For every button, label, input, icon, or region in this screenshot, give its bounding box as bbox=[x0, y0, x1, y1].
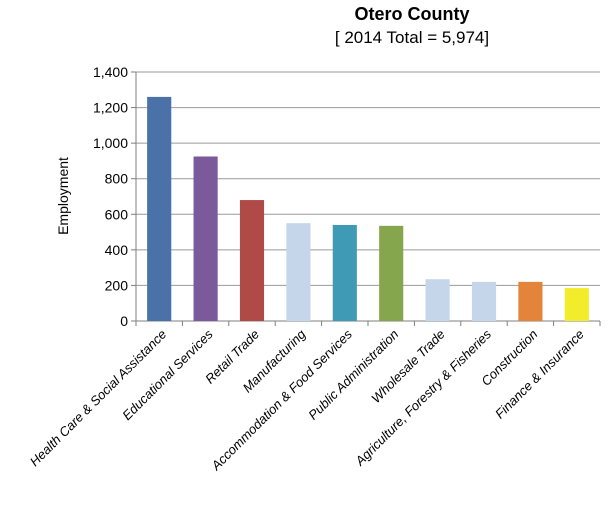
bar bbox=[286, 223, 311, 321]
x-tick-label: Public Administration bbox=[305, 327, 401, 423]
bar bbox=[471, 281, 497, 321]
y-tick-label: 400 bbox=[105, 242, 129, 258]
y-tick-label: 800 bbox=[105, 171, 129, 187]
bar bbox=[564, 288, 589, 321]
y-tick-labels: 0 200 400 600 800 1,000 1,200 1,400 bbox=[93, 64, 128, 329]
chart-title: Otero County bbox=[354, 4, 470, 24]
x-tick-labels: Health Care & Social AssistanceEducation… bbox=[27, 326, 587, 474]
x-tick-label: Educational Services bbox=[119, 326, 216, 423]
y-tick-label: 1,000 bbox=[93, 135, 128, 151]
bar bbox=[147, 96, 172, 322]
y-axis-label: Employment bbox=[55, 157, 71, 235]
y-tick-label: 200 bbox=[105, 277, 129, 293]
bar bbox=[379, 225, 404, 321]
bars bbox=[147, 96, 589, 322]
y-tick-label: 1,400 bbox=[93, 64, 128, 80]
bar bbox=[518, 281, 543, 321]
y-tick-label: 600 bbox=[105, 206, 129, 222]
axes bbox=[135, 72, 601, 326]
bar bbox=[193, 156, 218, 321]
y-tick-label: 1,200 bbox=[93, 100, 128, 116]
bar bbox=[239, 200, 265, 321]
x-tick-label: Finance & Insurance bbox=[492, 327, 587, 422]
y-tick-label: 0 bbox=[120, 313, 128, 329]
bar bbox=[425, 279, 450, 321]
bar bbox=[332, 224, 357, 321]
chart-subtitle: [ 2014 Total = 5,974] bbox=[334, 28, 490, 47]
